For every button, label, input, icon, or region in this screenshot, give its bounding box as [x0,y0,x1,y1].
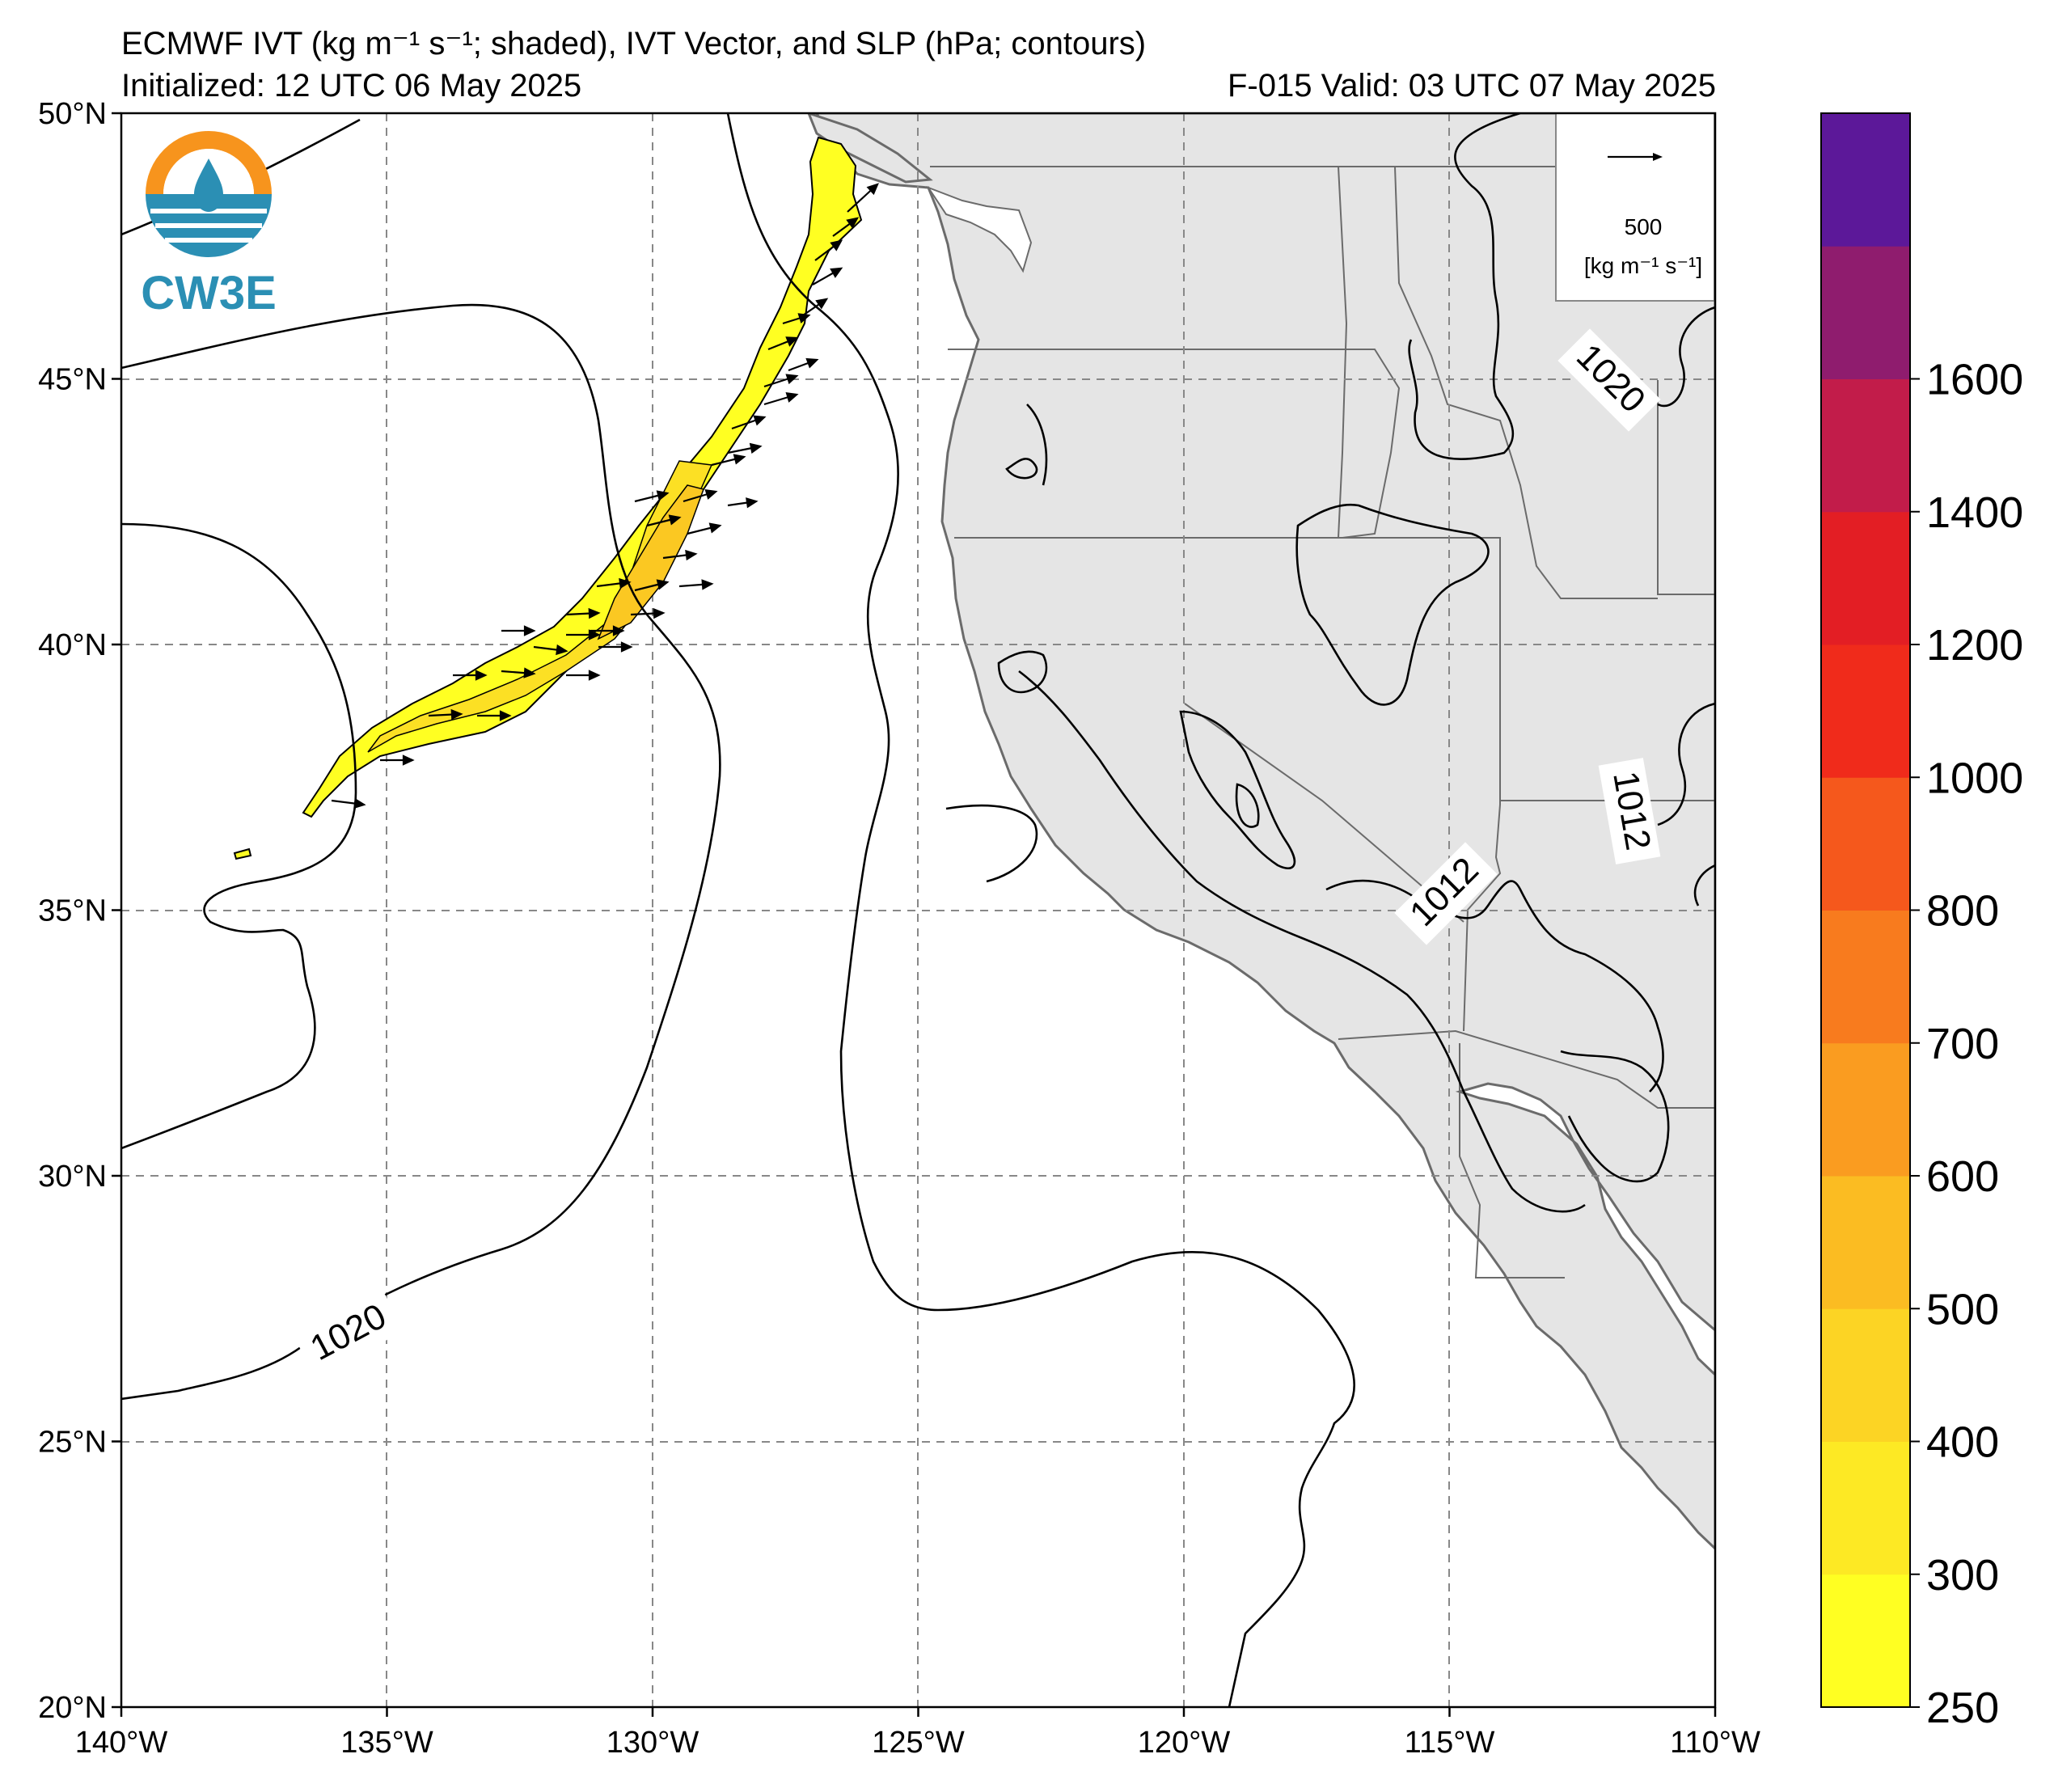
ivt-shading-speck [233,847,252,860]
longitude-axis: 140°W 135°W 130°W 125°W 120°W 115°W 110°W [75,1707,1760,1760]
ivt-vector-arrowhead [704,489,718,500]
lon-tick-label: 120°W [1138,1726,1231,1760]
lon-tick-label: 125°W [872,1726,965,1760]
colorbar-label: 250 [1926,1684,1999,1732]
valid-time: F-015 Valid: 03 UTC 07 May 2025 [1227,68,1716,104]
initialized-time: Initialized: 12 UTC 06 May 2025 [121,68,582,104]
ivt-vector-arrowhead [846,217,860,229]
ivt-vector-arrowhead [785,374,799,385]
ivt-vector-arrowhead [653,607,666,619]
ivt-vector-arrowhead [830,267,843,278]
colorbar-segment [1821,113,1910,247]
ivt-vector-arrowhead [656,579,670,590]
ivt-vector-arrowhead [523,625,536,636]
vector-legend: 500 [kg m⁻¹ s⁻¹] [1555,112,1715,302]
colorbar: 250 300 400 500 600 700 800 1000 1200 1400 1600 [1820,112,2023,1732]
ivt-vector-arrowhead [668,514,682,526]
ivt-vector-arrowhead [830,239,843,251]
ivt-vector-arrowhead [797,313,811,324]
lat-tick-label: 30°N [38,1160,107,1194]
lon-tick-label: 135°W [340,1726,433,1760]
colorbar-label: 1600 [1926,356,2023,404]
ivt-vector-arrowhead [785,392,799,403]
colorbar-segment [1821,1574,1910,1708]
colorbar-label: 700 [1926,1020,1999,1068]
colorbar-segment [1821,511,1910,645]
ivt-vector-arrowhead [588,670,601,681]
vector-legend-units: [kg m⁻¹ s⁻¹] [1584,253,1702,278]
colorbar-segment [1821,1308,1910,1442]
ivt-vector-arrowhead [588,629,601,640]
colorbar-label: 600 [1926,1152,1999,1201]
colorbar-segment [1821,246,1910,379]
ivt-vector-arrowhead [746,497,759,509]
ivt-vector-arrowhead [612,625,625,636]
colorbar-label: 1200 [1926,621,2023,670]
ivt-vector-arrowhead [785,336,799,347]
lat-tick-label: 40°N [38,628,107,662]
ivt-vector-arrowhead [866,183,879,196]
ivt-vector-arrowhead [815,298,829,310]
vector-legend-value: 500 [1625,214,1663,239]
lat-tick-label: 25°N [38,1426,107,1460]
colorbar-segment [1821,1441,1910,1575]
ivt-vector-arrowhead [753,415,767,426]
lat-tick-label: 45°N [38,363,107,397]
ivt-vector-arrowhead [475,670,488,681]
ivt-vector-arrowhead [499,710,512,721]
lon-tick-label: 110°W [1670,1726,1760,1760]
ivt-vector-arrowhead [656,490,670,501]
ivt-vectors [331,183,879,809]
lat-tick-label: 35°N [38,894,107,928]
puget-sound [926,185,1033,273]
lon-tick-label: 115°W [1405,1726,1495,1760]
map-area: 1020 1020 1012 1012 [121,113,1715,1707]
ivt-vector-arrowhead [353,797,366,809]
ivt-vector-arrowhead [701,579,714,590]
ivt-vector-arrowhead [733,454,746,465]
lon-tick-label: 140°W [75,1726,168,1760]
ivt-vector-arrowhead [588,607,601,619]
water-drop-icon [194,158,223,212]
lon-tick-label: 130°W [606,1726,699,1760]
lat-tick-label: 20°N [38,1691,107,1725]
lat-tick-label: 50°N [38,97,107,131]
colorbar-label: 300 [1926,1551,1999,1600]
colorbar-segment [1821,777,1910,911]
ivt-vector-arrowhead [450,708,463,721]
colorbar-segment [1821,378,1910,513]
ivt-vector-arrowhead [620,641,633,653]
contour-labels: 1020 1020 1012 1012 [294,328,1661,1378]
ivt-shading-250 [302,136,863,818]
ivt-vector-arrowhead [708,522,722,534]
colorbar-label: 1000 [1926,754,2023,802]
cw3e-logo: CW3E [141,131,277,319]
colorbar-label: 500 [1926,1285,1999,1333]
colorbar-segment [1821,1042,1910,1177]
ivt-vector-arrowhead [805,357,819,369]
colorbar-segment [1821,910,1910,1044]
logo-text: CW3E [141,267,277,319]
gulf-of-california [1455,1082,1715,1377]
ivt-vector-arrowhead [523,667,536,678]
chart-title: ECMWF IVT (kg m⁻¹ s⁻¹; shaded), IVT Vect… [121,26,1147,61]
latitude-axis: 50°N 45°N 40°N 35°N 30°N 25°N 20°N [38,97,121,1725]
colorbar-label: 400 [1926,1418,1999,1467]
ivt-vector-arrowhead [749,442,763,454]
colorbar-segment [1821,645,1910,778]
ivt-vector-arrowhead [556,644,568,656]
ivt-vector-arrowhead [685,549,698,561]
colorbar-label: 800 [1926,887,1999,936]
land-mass [815,113,1715,1551]
colorbar-segment [1821,1176,1910,1309]
colorbar-label: 1400 [1926,488,2023,537]
ivt-vector-arrowhead [619,577,632,590]
ivt-vector-arrowhead [402,754,415,766]
